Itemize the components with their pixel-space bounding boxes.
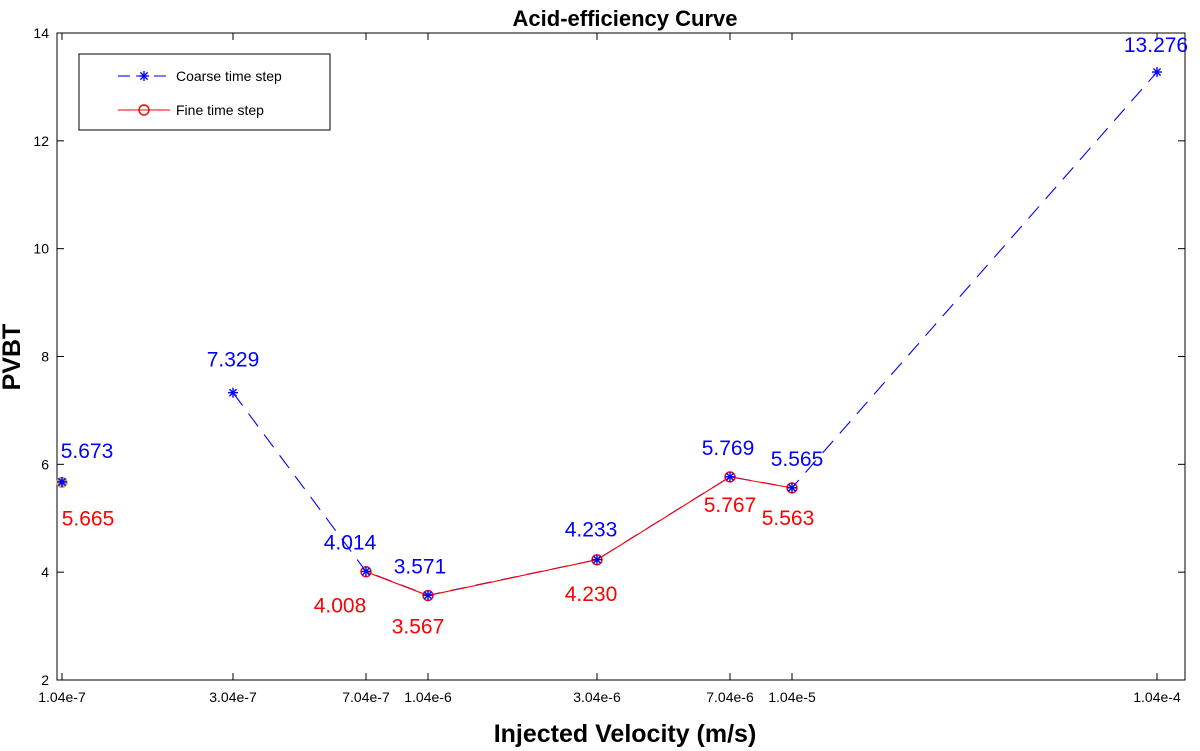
x-tick-label: 7.04e-6	[706, 689, 754, 705]
coarse-data-label: 7.329	[207, 349, 260, 372]
coarse-data-point	[1152, 67, 1162, 78]
coarse-data-label: 4.233	[565, 519, 618, 542]
y-tick-label: 6	[41, 456, 49, 472]
y-axis: 2 4 6 8 10 12 14	[33, 25, 1185, 688]
coarse-data-point	[361, 566, 371, 577]
legend-marker	[138, 104, 150, 116]
fine-data-label: 5.767	[704, 494, 757, 517]
coarse-data-label: 5.565	[771, 448, 824, 471]
x-tick-label: 1.04e-7	[38, 689, 86, 705]
y-tick-label: 4	[41, 564, 49, 580]
coarse-data-label: 5.673	[61, 440, 114, 463]
fine-data-label: 5.665	[62, 507, 115, 530]
y-tick-label: 2	[41, 672, 49, 688]
annotation-layer: 5.673 7.329 4.014 3.571 4.233 5.769 5.565 13.27…	[61, 34, 1188, 638]
coarse-series-line	[232, 71, 1158, 596]
coarse-data-point	[787, 482, 797, 493]
coarse-data-point	[725, 471, 735, 482]
series-layer	[56, 67, 1162, 602]
y-tick-label: 12	[33, 133, 49, 149]
chart-title: Acid-efficiency Curve	[513, 6, 738, 31]
y-tick-label: 8	[41, 349, 49, 365]
y-axis-label: PVBT	[0, 324, 26, 391]
coarse-data-label: 5.769	[702, 437, 755, 460]
coarse-data-label: 13.276	[1124, 34, 1188, 57]
x-axis: 1.04e-7 3.04e-7 7.04e-7 1.04e-6 3.04e-6 7.04e…	[38, 33, 1181, 705]
coarse-data-label: 3.571	[394, 555, 447, 578]
coarse-data-point	[57, 476, 67, 487]
x-tick-label: 7.04e-7	[342, 689, 390, 705]
coarse-data-point	[228, 387, 238, 398]
legend-label: Fine time step	[176, 102, 264, 118]
legend-marker	[139, 71, 149, 81]
x-axis-label: Injected Velocity (m/s)	[494, 720, 757, 748]
legend-label: Coarse time step	[176, 68, 282, 84]
y-tick-label: 10	[33, 241, 49, 257]
coarse-data-point	[592, 554, 602, 565]
fine-data-label: 4.008	[314, 595, 367, 618]
legend-box	[78, 53, 331, 131]
fine-data-label: 4.230	[565, 583, 618, 606]
fine-data-label: 3.567	[392, 616, 445, 639]
x-tick-label: 3.04e-6	[573, 689, 621, 705]
x-tick-label: 1.04e-4	[1133, 689, 1181, 705]
x-tick-label: 3.04e-7	[209, 689, 257, 705]
y-tick-label: 14	[33, 25, 49, 41]
legend: Coarse time step Fine time step	[78, 53, 331, 131]
fine-data-label: 5.563	[762, 507, 815, 530]
x-tick-label: 1.04e-6	[404, 689, 452, 705]
coarse-data-label: 4.014	[324, 531, 377, 554]
x-tick-label: 1.04e-5	[768, 689, 816, 705]
coarse-data-point	[423, 590, 433, 601]
